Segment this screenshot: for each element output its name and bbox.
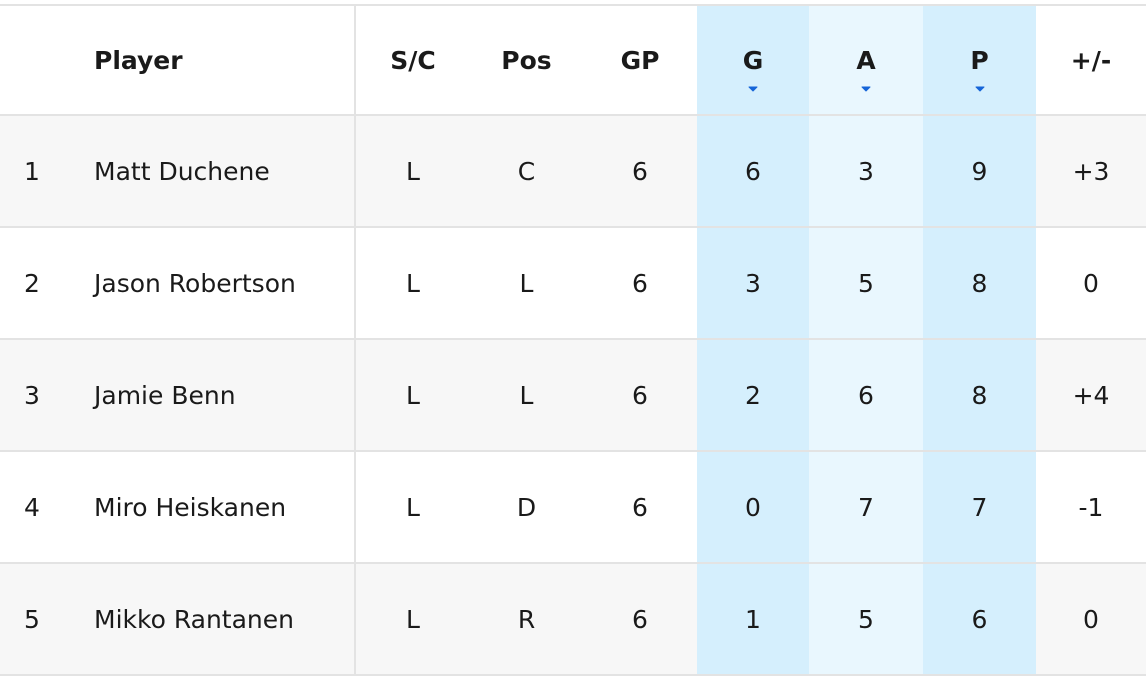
cell: 5 [0,563,80,676]
header-label: Player [94,45,183,75]
sort-arrow [975,86,984,92]
player-row: 2 Jason Robertson L L 6 3 5 8 0 [0,227,1146,340]
table-header: Player S/C Pos GP G A P +/- [0,5,1146,116]
cell: 9 [923,115,1036,228]
cell: 3 [697,227,809,340]
cell: 5 [809,563,923,676]
cell: -1 [1036,451,1146,564]
table-body: 1 Matt Duchene L C 6 6 3 9 +3 2 Jason Robertson L L 6… [0,115,1146,676]
cell: 5 [809,227,923,340]
sort-arrow [748,86,758,92]
header-label: +/- [1070,45,1112,75]
cell: 1 [0,115,80,228]
cell: 6 [697,115,809,228]
cell: L [355,451,470,564]
cell: Matt Duchene [80,115,356,228]
cell: 3 [809,115,923,228]
cell: +3 [1036,115,1146,228]
sort-arrow-shape [748,86,758,92]
header-label: P [970,45,989,75]
cell: 6 [583,451,697,564]
cell: 7 [809,451,923,564]
cell: 2 [697,339,809,452]
cell: Miro Heiskanen [80,451,356,564]
column-header: Player [80,5,356,116]
cell: 8 [923,339,1036,452]
cell: +4 [1036,339,1146,452]
header-label: S/C [390,45,436,75]
cell: 7 [923,451,1036,564]
cell: Jamie Benn [80,339,356,452]
cell: C [470,115,583,228]
cell: 6 [809,339,923,452]
cell: L [355,339,470,452]
cell: 4 [0,451,80,564]
cell: L [355,115,470,228]
cell: L [470,227,583,340]
player-row: 1 Matt Duchene L C 6 6 3 9 +3 [0,115,1146,228]
player-row: 5 Mikko Rantanen L R 6 1 5 6 0 [0,563,1146,676]
cell: D [470,451,583,564]
cell: 0 [1036,563,1146,676]
cell: 6 [583,227,697,340]
cell: 3 [0,339,80,452]
cell: 6 [923,563,1036,676]
cell: Jason Robertson [80,227,356,340]
sort-arrow [861,86,871,92]
column-header: Pos [470,5,583,116]
header-label: Pos [501,45,552,75]
cell: 0 [1036,227,1146,340]
cell: 6 [583,563,697,676]
cell: R [470,563,583,676]
sort-arrow-shape [975,86,984,92]
column-header: S/C [355,5,470,116]
cell: 8 [923,227,1036,340]
page: Player S/C Pos GP G A P +/- 1 Matt Duchene L C 6 6 3 9… [0,4,1146,680]
column-header: GP [583,5,697,116]
sort-arrow-shape [861,86,871,92]
header-label: GP [620,45,660,75]
column-header[interactable]: G [697,5,809,116]
rank-header [0,5,80,116]
header-label: A [856,45,876,75]
column-header[interactable]: P [923,5,1036,116]
cell: L [470,339,583,452]
player-row: 3 Jamie Benn L L 6 2 6 8 +4 [0,339,1146,452]
cell: 0 [697,451,809,564]
column-header[interactable]: A [809,5,923,116]
cell: L [355,563,470,676]
cell: 1 [697,563,809,676]
cell: 2 [0,227,80,340]
player-row: 4 Miro Heiskanen L D 6 0 7 7 -1 [0,451,1146,564]
column-header: +/- [1036,5,1146,116]
cell: L [355,227,470,340]
header-label: G [742,45,764,75]
cell: 6 [583,115,697,228]
header-row: Player S/C Pos GP G A P +/- [0,5,1146,116]
cell: 6 [583,339,697,452]
stats-table: Player S/C Pos GP G A P +/- 1 Matt Duchene L C 6 6 3 9… [0,4,1146,676]
cell: Mikko Rantanen [80,563,356,676]
